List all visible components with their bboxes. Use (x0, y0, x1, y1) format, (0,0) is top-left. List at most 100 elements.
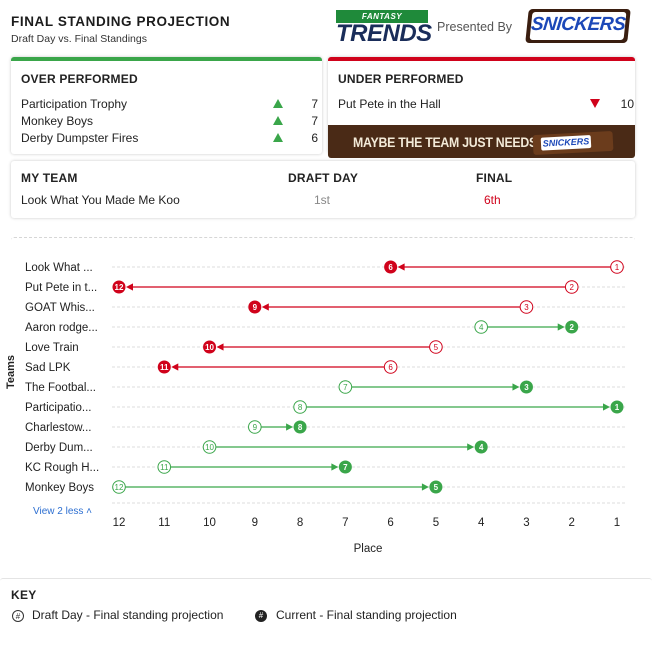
key-panel: KEY # Draft Day - Final standing project… (0, 578, 652, 652)
final-marker (157, 360, 171, 374)
team-label: Derby Dum... (25, 442, 93, 454)
x-tick-label: 2 (569, 517, 575, 529)
team-label: Look What ... (25, 262, 93, 274)
final-heading: FINAL (476, 171, 513, 185)
over-row: Derby Dumpster Fires 6 (21, 131, 318, 148)
fantasy-badge: FANTASY (336, 10, 428, 23)
final-marker (112, 280, 126, 294)
my-team-draft-place: 1st (314, 193, 331, 207)
x-tick-label: 3 (523, 517, 529, 529)
final-marker (293, 420, 307, 434)
arrowhead (397, 263, 405, 271)
final-marker-label: 1 (615, 403, 620, 412)
down-arrow-icon (590, 99, 600, 108)
open-circle-icon: # (12, 610, 24, 622)
arrowhead (261, 303, 269, 311)
x-tick-label: 6 (387, 517, 393, 529)
final-marker (338, 460, 352, 474)
draft-marker-label: 3 (524, 303, 529, 312)
arrowhead (286, 423, 294, 431)
draft-marker (248, 420, 262, 434)
candy-bar-label: SNICKERS (540, 135, 592, 151)
my-team-final-place: 6th (484, 193, 501, 207)
final-marker-label: 3 (524, 383, 529, 392)
x-tick-label: 12 (113, 517, 126, 529)
final-marker (248, 300, 262, 314)
draft-marker (202, 440, 217, 454)
standings-chart: Look What ... Put Pete in t... GOAT Whis..… (5, 260, 626, 555)
my-team-card: MY TEAM DRAFT DAY FINAL Look What You Ma… (11, 161, 635, 218)
team-label: Monkey Boys (25, 482, 94, 494)
draft-marker-label: 7 (343, 383, 348, 392)
final-marker-label: 7 (343, 463, 348, 472)
page-subtitle: Draft Day vs. Final Standings (11, 33, 147, 45)
up-arrow-icon (273, 116, 283, 125)
draft-marker (474, 320, 488, 334)
draft-marker-label: 1 (615, 263, 620, 272)
header: FINAL STANDING PROJECTION Draft Day vs. … (0, 0, 652, 52)
page-title: FINAL STANDING PROJECTION (11, 14, 231, 29)
x-tick-label: 7 (342, 517, 348, 529)
places-gained: 7 (311, 97, 318, 111)
presented-by-label: Presented By (437, 20, 513, 34)
under-performed-heading: UNDER PERFORMED (338, 72, 464, 86)
x-tick-label: 9 (252, 517, 258, 529)
under-performed-card: UNDER PERFORMED Put Pete in the Hall 10 … (328, 57, 635, 158)
team-label: Put Pete in t... (25, 282, 97, 294)
x-tick-label: 8 (297, 517, 303, 529)
team-label: Sad LPK (25, 362, 71, 374)
my-team-name: Look What You Made Me Koo (21, 193, 180, 207)
team-label: Aaron rodge... (25, 322, 98, 334)
draft-marker-label: 6 (388, 363, 393, 372)
draft-marker (429, 340, 443, 354)
view-less-link[interactable]: View 2 less ˄ (33, 506, 92, 517)
final-marker (429, 480, 443, 494)
final-marker-label: 2 (570, 323, 575, 332)
draft-marker-label: 4 (479, 323, 484, 332)
team-name: Monkey Boys (21, 114, 94, 128)
team-name: Derby Dumpster Fires (21, 131, 139, 145)
arrowhead (512, 383, 520, 391)
draft-marker-label: 8 (298, 403, 303, 412)
final-marker-label: 11 (160, 363, 169, 372)
up-arrow-icon (273, 133, 283, 142)
draft-marker (293, 400, 307, 414)
trends-wordmark: TRENDS (336, 20, 432, 47)
final-marker-label: 5 (434, 483, 439, 492)
draft-marker-label: 2 (570, 283, 575, 292)
x-tick-label: 10 (203, 517, 216, 529)
x-tick-label: 5 (433, 517, 439, 529)
arrowhead (557, 323, 565, 331)
draft-marker (157, 460, 172, 474)
draft-marker-label: 10 (205, 443, 214, 452)
final-marker-label: 10 (205, 343, 214, 352)
under-row: Put Pete in the Hall 10 (338, 97, 634, 114)
final-marker (203, 340, 217, 354)
filled-circle-icon: # (255, 610, 267, 622)
x-tick-label: 11 (158, 517, 170, 529)
draft-marker (564, 280, 579, 294)
team-label: KC Rough H... (25, 462, 99, 474)
team-name: Participation Trophy (21, 97, 128, 111)
places-gained: 7 (311, 114, 318, 128)
over-row: Monkey Boys 7 (21, 114, 318, 131)
final-marker-label: 8 (298, 423, 303, 432)
places-lost: 10 (620, 97, 634, 111)
up-arrow-icon (273, 99, 283, 108)
places-gained: 6 (311, 131, 318, 145)
final-marker-label: 4 (479, 443, 484, 452)
draft-marker (112, 480, 126, 494)
final-marker (519, 380, 533, 394)
banner-text: MAYBE THE TEAM JUST NEEDS A (353, 134, 549, 150)
final-marker (610, 400, 624, 414)
y-axis-title: Teams (5, 355, 17, 389)
candy-bar-image: SNICKERS (532, 130, 614, 156)
final-marker (384, 260, 398, 274)
draft-day-heading: DRAFT DAY (288, 171, 359, 185)
snickers-ad-banner[interactable]: MAYBE THE TEAM JUST NEEDS A SNICKERS (328, 125, 635, 158)
team-label: Charlestow... (25, 422, 91, 434)
arrowhead (216, 343, 224, 351)
team-name: Put Pete in the Hall (338, 97, 441, 111)
team-label: Love Train (25, 342, 79, 354)
draft-marker (383, 360, 398, 374)
